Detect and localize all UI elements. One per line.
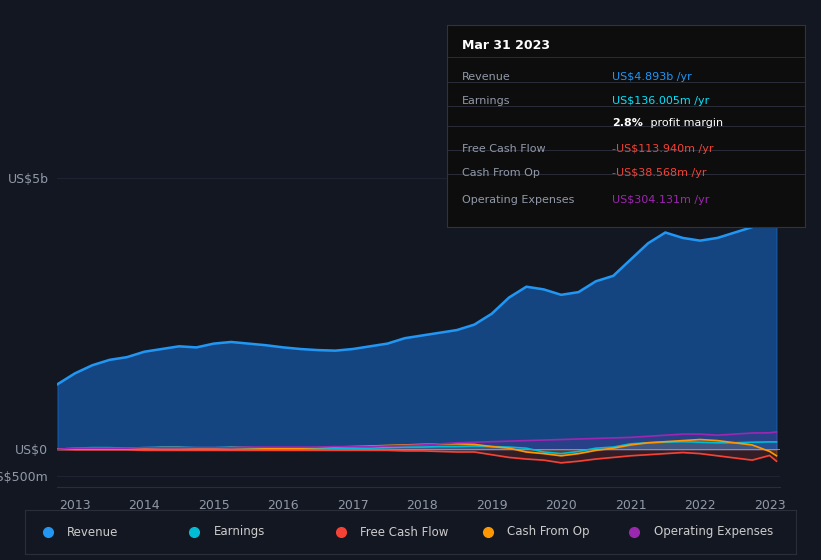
Text: Cash From Op: Cash From Op <box>507 525 589 539</box>
Text: 2.8%: 2.8% <box>612 118 643 128</box>
Text: Free Cash Flow: Free Cash Flow <box>461 144 545 154</box>
Text: -US$38.568m /yr: -US$38.568m /yr <box>612 169 706 178</box>
Text: Mar 31 2023: Mar 31 2023 <box>461 39 550 52</box>
Text: Earnings: Earnings <box>213 525 265 539</box>
Text: US$136.005m /yr: US$136.005m /yr <box>612 96 709 106</box>
Text: Revenue: Revenue <box>461 72 511 82</box>
Text: US$4.893b /yr: US$4.893b /yr <box>612 72 691 82</box>
Text: Operating Expenses: Operating Expenses <box>654 525 773 539</box>
Text: US$304.131m /yr: US$304.131m /yr <box>612 194 709 204</box>
Text: -US$113.940m /yr: -US$113.940m /yr <box>612 144 713 154</box>
Text: Cash From Op: Cash From Op <box>461 169 539 178</box>
Text: profit margin: profit margin <box>648 118 723 128</box>
Text: Free Cash Flow: Free Cash Flow <box>360 525 449 539</box>
Text: Revenue: Revenue <box>67 525 118 539</box>
Text: Earnings: Earnings <box>461 96 510 106</box>
Text: Operating Expenses: Operating Expenses <box>461 194 574 204</box>
